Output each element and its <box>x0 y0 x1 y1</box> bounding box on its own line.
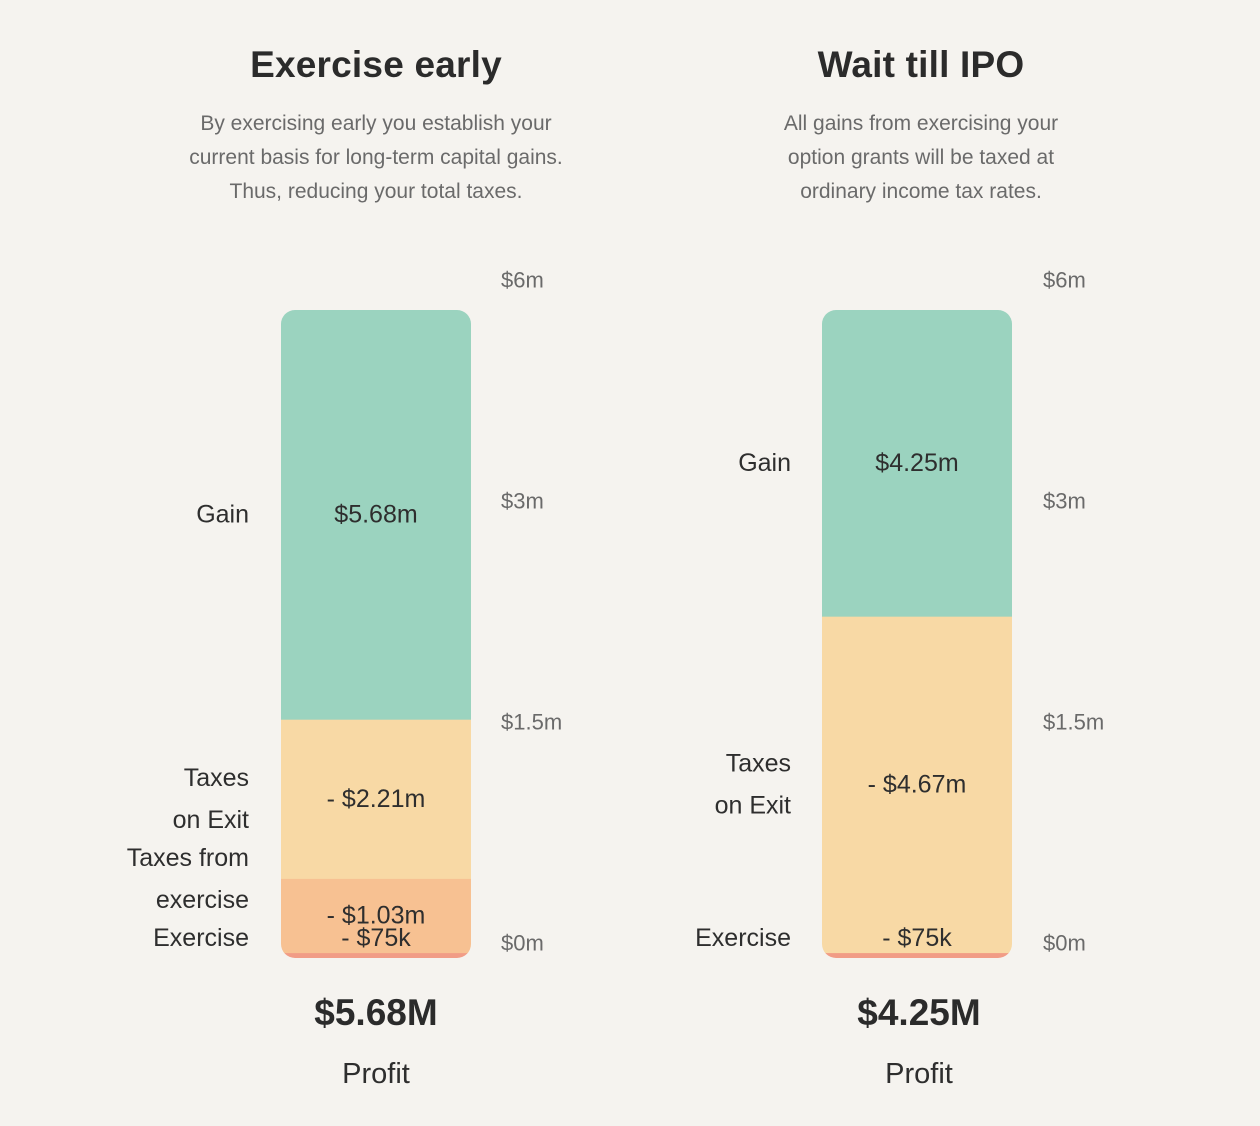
total-profit-label: Profit <box>885 1058 953 1090</box>
category-label-taxes-from-exercise: Taxes from <box>127 844 249 872</box>
bar-segment-taxes-on-exit <box>281 719 471 879</box>
category-label-exercise: Exercise <box>695 924 791 952</box>
stacked-bar-chart: - $75k Exercise - $1.03m Taxes from exercise… <box>127 268 562 958</box>
y-tick-label: $0m <box>1043 931 1086 956</box>
stacked-bar <box>822 310 1012 958</box>
wait-till-ipo-panel: Wait till IPO All gains from exercising … <box>630 0 1260 1126</box>
category-label-gain: Gain <box>196 501 249 529</box>
category-label-taxes-on-exit: Taxes <box>726 749 791 777</box>
chart-title: Exercise early <box>250 44 502 85</box>
y-tick-label: $3m <box>1043 489 1086 514</box>
total-profit-value: $4.25M <box>857 992 981 1033</box>
exercise-early-panel: Exercise early By exercising early you e… <box>127 44 563 1090</box>
bar-segment-gain <box>822 310 1012 617</box>
total-profit-value: $5.68M <box>314 992 438 1033</box>
total-profit-label: Profit <box>342 1058 410 1090</box>
data-label-taxes-on-exit: - $4.67m <box>868 770 967 798</box>
bar-segment-gain <box>281 310 471 720</box>
chart-subtitle: By exercising early you establish your c… <box>189 112 563 203</box>
category-label-exercise: Exercise <box>153 924 249 952</box>
bar-segment-taxes-from-exercise <box>281 878 471 954</box>
y-tick-label: $3m <box>501 489 544 514</box>
data-label-exercise: - $75k <box>341 924 411 952</box>
y-tick-label: $6m <box>501 268 544 293</box>
category-label-gain: Gain <box>738 449 791 477</box>
stacked-bar-chart: - $75k Exercise - $4.67m Taxes on Exit $4.25m… <box>695 268 1104 958</box>
data-label-gain: $5.68m <box>334 501 417 529</box>
bar-segment-exercise <box>822 952 1012 958</box>
y-tick-label: $6m <box>1043 268 1086 293</box>
y-tick-label: $1.5m <box>1043 710 1104 735</box>
category-label-taxes-on-exit: Taxes <box>184 764 249 792</box>
category-label-taxes-from-exercise: exercise <box>156 886 249 914</box>
bar-segment-exercise <box>281 952 471 958</box>
data-label-taxes-from-exercise: - $1.03m <box>327 901 426 929</box>
category-label-taxes-on-exit: on Exit <box>715 791 791 819</box>
chart-title: Wait till IPO <box>817 44 1025 85</box>
y-tick-label: $0m <box>501 931 544 956</box>
data-label-exercise: - $75k <box>882 924 952 952</box>
bar-segment-taxes-on-exit <box>822 616 1012 954</box>
stacked-bar <box>281 310 471 958</box>
data-label-taxes-on-exit: - $2.21m <box>327 785 426 813</box>
y-tick-label: $1.5m <box>501 710 562 735</box>
data-label-gain: $4.25m <box>875 449 958 477</box>
chart-subtitle: All gains from exercising your option gr… <box>783 112 1059 203</box>
category-label-taxes-on-exit: on Exit <box>173 806 249 834</box>
